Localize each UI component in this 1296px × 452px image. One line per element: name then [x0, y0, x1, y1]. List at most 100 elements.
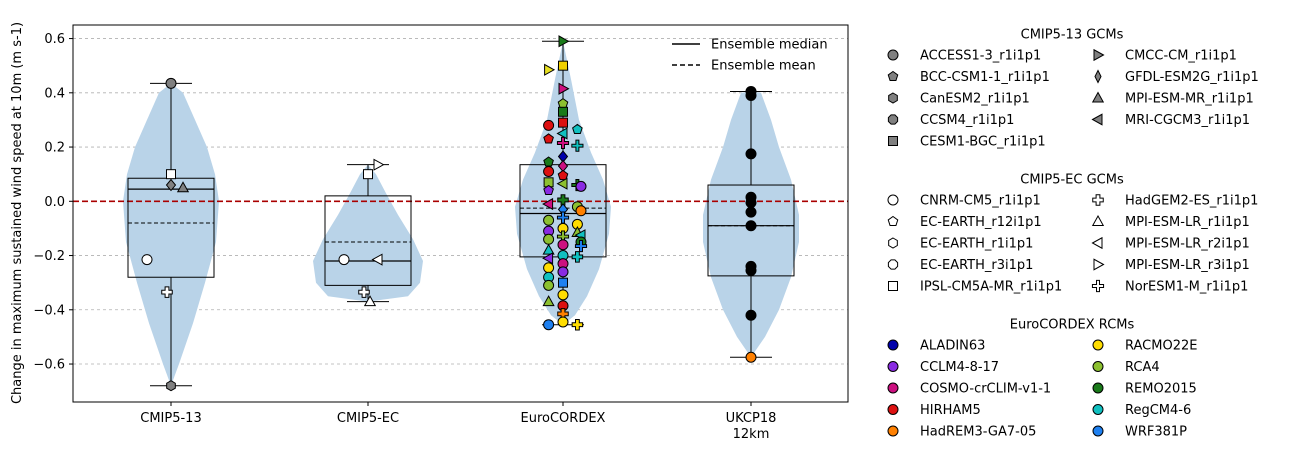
point-cmip5-13-4	[141, 254, 153, 266]
point-eurocordex-54	[557, 316, 569, 328]
legend-marker	[888, 281, 898, 291]
y-tick-label: −0.4	[33, 303, 65, 318]
x-tick-label: EuroCORDEX	[521, 411, 606, 426]
legend-label: MRI-CGCM3_r1i1p1	[1125, 113, 1250, 128]
point-eurocordex-56	[571, 318, 584, 331]
point-eurocordex-24	[542, 197, 554, 211]
legend-label: GFDL-ESM2G_r1i1p1	[1125, 70, 1259, 85]
violin-cmip5-13	[123, 83, 219, 386]
legend-marker	[888, 237, 898, 249]
point-cmip5-ec-2	[338, 254, 350, 266]
y-tick-label: −0.6	[33, 358, 65, 373]
x-tick-label: UKCP18	[726, 411, 777, 426]
point-eurocordex-43	[542, 252, 554, 265]
point-eurocordex-1	[558, 60, 568, 71]
legend-label: IPSL-CM5A-MR_r1i1p1	[920, 280, 1062, 295]
data-points	[141, 35, 757, 392]
inner-legend: Ensemble median Ensemble mean	[672, 38, 828, 74]
legend-section-title: CMIP5-13 GCMs	[1021, 28, 1124, 43]
point-cmip5-13-0	[165, 77, 177, 89]
y-tick-label: 0.4	[44, 86, 65, 101]
x-tick-label: CMIP5-13	[140, 411, 201, 426]
legend-label: ACCESS1-3_r1i1p1	[920, 49, 1041, 64]
legend-marker	[1093, 48, 1105, 62]
point-cmip5-13-2	[165, 178, 177, 192]
point-ukcp18-12km-4	[745, 197, 757, 209]
legend-marker	[887, 215, 899, 227]
legend-marker	[887, 382, 899, 394]
point-eurocordex-38	[557, 239, 569, 251]
legend-label: HadGEM2-ES_r1i1p1	[1125, 194, 1258, 209]
legend-marker	[887, 404, 899, 415]
x-tick-label: CMIP5-EC	[337, 411, 399, 426]
legend-label: ALADIN63	[920, 339, 985, 354]
y-tick-label: 0.6	[44, 32, 65, 47]
legend-label: HIRHAM5	[920, 403, 981, 418]
point-ukcp18-12km-9	[745, 309, 757, 321]
legend-marker	[1091, 113, 1103, 126]
point-eurocordex-55	[543, 319, 555, 331]
point-cmip5-13-6	[166, 380, 176, 392]
point-cmip5-ec-1	[363, 169, 373, 180]
legend-marker	[1091, 279, 1105, 293]
point-eurocordex-17	[557, 169, 569, 181]
box-cmip5-ec	[324, 195, 412, 286]
plot-frame	[72, 24, 849, 403]
legend-label: EC-EARTH_r1i1p1	[920, 237, 1033, 252]
point-eurocordex-51	[542, 295, 555, 307]
point-cmip5-13-5	[161, 286, 173, 298]
legend-marker	[887, 49, 899, 61]
point-eurocordex-48	[558, 277, 568, 288]
point-eurocordex-21	[575, 180, 587, 192]
legend-label: CCSM4_r1i1p1	[920, 113, 1014, 128]
legend-label: BCC-CSM1-1_r1i1p1	[920, 70, 1050, 85]
point-eurocordex-39	[574, 239, 588, 253]
point-eurocordex-2	[544, 63, 556, 76]
legend-label: MPI-ESM-MR_r1i1p1	[1125, 92, 1254, 107]
point-cmip5-ec-4	[358, 286, 370, 298]
point-eurocordex-0	[558, 35, 570, 48]
legend-marker	[1092, 339, 1104, 351]
legend-label: MPI-ESM-LR_r3i1p1	[1125, 258, 1250, 273]
box-plots	[127, 40, 795, 387]
legend-marker	[888, 136, 898, 146]
point-eurocordex-5	[558, 106, 568, 117]
inner-legend-label: Ensemble mean	[711, 59, 816, 74]
x-tick-label: 12km	[733, 427, 770, 442]
point-eurocordex-11	[556, 136, 570, 150]
legend-label: WRF381P	[1125, 425, 1187, 440]
axes: −0.6 −0.4 −0.2 0.0 0.2 0.4 0.6 CMIP5-13 CMIP5-EC…	[33, 32, 776, 442]
legend-label: MPI-ESM-LR_r1i1p1	[1125, 215, 1250, 230]
legend-marker	[888, 92, 898, 104]
point-ukcp18-12km-10	[745, 351, 757, 363]
point-eurocordex-10	[543, 133, 554, 144]
legend-label: RegCM4-6	[1125, 403, 1191, 418]
point-eurocordex-19	[556, 177, 568, 190]
legend-label: CESM1-BGC_r1i1p1	[920, 135, 1046, 150]
point-eurocordex-28	[556, 211, 570, 224]
point-eurocordex-40	[542, 243, 555, 255]
legend-marker	[1093, 258, 1105, 271]
legend-marker	[1091, 236, 1103, 250]
point-cmip5-13-1	[166, 169, 176, 180]
point-eurocordex-8	[572, 123, 583, 134]
legend-label: MPI-ESM-LR_r2i1p1	[1125, 237, 1250, 252]
point-cmip5-ec-5	[363, 295, 377, 307]
side-legend: CMIP5-13 GCMs ACCESS1-3_r1i1p1 BCC-CSM1-1_…	[887, 28, 1259, 440]
legend-marker	[887, 114, 899, 125]
violin-cmip5-ec	[313, 164, 423, 302]
legend-section-title: EuroCORDEX RCMs	[1010, 318, 1135, 333]
legend-label: EC-EARTH_r3i1p1	[920, 258, 1033, 273]
legend-label: CNRM-CM5_r1i1p1	[920, 194, 1041, 209]
y-tick-label: −0.2	[33, 249, 65, 264]
legend-label: CMCC-CM_r1i1p1	[1125, 49, 1237, 64]
legend-marker	[887, 259, 899, 270]
point-eurocordex-45	[543, 262, 555, 274]
point-ukcp18-12km-2	[745, 148, 757, 160]
point-eurocordex-29	[543, 214, 555, 226]
point-ukcp18-12km-8	[745, 264, 757, 276]
point-eurocordex-12	[571, 139, 584, 152]
legend-marker	[1094, 69, 1102, 84]
legend-label: NorESM1-M_r1i1p1	[1125, 280, 1248, 295]
